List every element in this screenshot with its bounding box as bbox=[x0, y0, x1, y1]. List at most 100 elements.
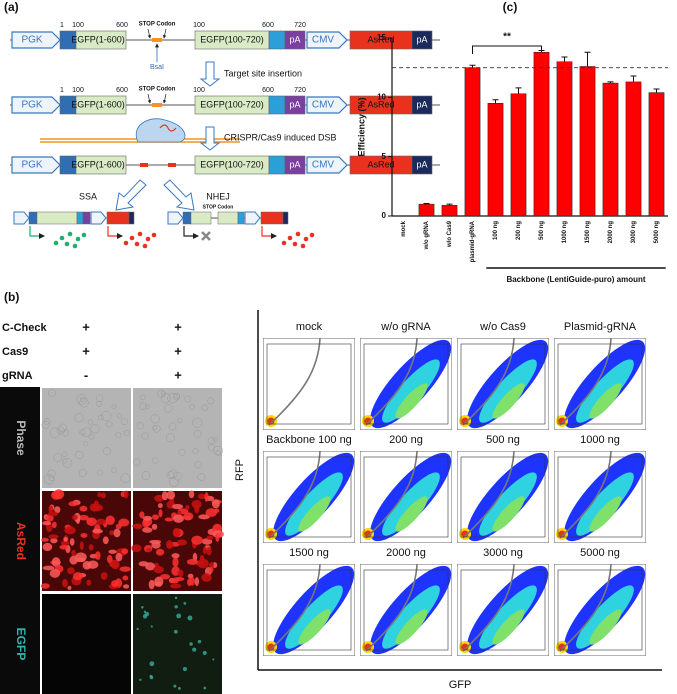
x-tick-label: mock bbox=[401, 220, 407, 236]
panel-label: (b) bbox=[4, 290, 19, 304]
cell bbox=[63, 537, 68, 542]
x-tick-label: 5000 ng bbox=[654, 221, 660, 244]
cell bbox=[164, 404, 173, 413]
flow-plot bbox=[360, 338, 452, 430]
gate bbox=[557, 456, 643, 538]
cell bbox=[62, 458, 73, 468]
cell bbox=[87, 419, 94, 425]
density-high bbox=[492, 383, 525, 419]
density-high bbox=[395, 383, 428, 419]
promoter-label: PGK bbox=[21, 100, 42, 111]
egfp-3prime bbox=[268, 155, 286, 175]
cell bbox=[47, 469, 56, 478]
cell bbox=[150, 414, 160, 424]
cell bbox=[141, 432, 149, 440]
cell bbox=[139, 678, 142, 681]
x-tick-label: w/o Cas9 bbox=[447, 220, 453, 248]
cell bbox=[203, 686, 207, 690]
mini-promoter bbox=[244, 211, 261, 225]
mini-promoter bbox=[167, 211, 184, 225]
mini-box bbox=[82, 211, 91, 225]
cell bbox=[155, 548, 165, 556]
cell bbox=[153, 425, 161, 433]
cell bbox=[90, 424, 100, 434]
mini-box bbox=[260, 211, 284, 225]
cell bbox=[67, 585, 72, 590]
cell bbox=[67, 567, 75, 575]
cell bbox=[152, 457, 159, 464]
gate bbox=[363, 569, 449, 651]
flow-x-label: GFP bbox=[449, 679, 472, 691]
position-label: 600 bbox=[262, 87, 274, 94]
cell bbox=[133, 458, 141, 466]
condition-sign: - bbox=[84, 367, 88, 382]
cell bbox=[173, 471, 182, 481]
bar bbox=[487, 103, 504, 217]
bar bbox=[579, 66, 596, 217]
protein-dot bbox=[59, 235, 65, 241]
density-core bbox=[364, 417, 372, 425]
pa-box-label: pA bbox=[289, 99, 300, 109]
cell bbox=[150, 625, 153, 628]
cell bbox=[105, 515, 115, 525]
cell bbox=[79, 505, 88, 512]
cell bbox=[61, 428, 70, 437]
density-mid bbox=[576, 472, 634, 536]
cell bbox=[48, 534, 59, 539]
condition-sign: + bbox=[82, 343, 90, 358]
protein-dot bbox=[309, 232, 315, 238]
gate-curve bbox=[559, 564, 612, 652]
label-strip bbox=[0, 387, 40, 694]
condition-sign: + bbox=[82, 319, 90, 334]
egfp-c-label: EGFP(100-720) bbox=[200, 159, 264, 169]
cell bbox=[177, 686, 181, 690]
density-core bbox=[461, 417, 469, 425]
expression-arrow bbox=[261, 226, 277, 239]
asred-box-label: AsRed bbox=[367, 99, 394, 109]
cell bbox=[120, 417, 128, 426]
cell bbox=[183, 601, 187, 605]
cell bbox=[48, 475, 55, 482]
protein-dot bbox=[64, 241, 70, 247]
cell bbox=[141, 471, 151, 480]
cell bbox=[56, 426, 65, 435]
cell bbox=[173, 684, 177, 688]
cell bbox=[173, 629, 178, 634]
condition-label: C-Check bbox=[2, 322, 48, 334]
pa-box-label: pA bbox=[416, 159, 427, 169]
flow-plot bbox=[263, 338, 355, 430]
mini-box bbox=[128, 211, 135, 225]
cell bbox=[154, 494, 165, 502]
micrograph bbox=[42, 594, 131, 694]
flow-title: mock bbox=[296, 321, 323, 333]
density-high bbox=[298, 609, 331, 645]
bar bbox=[602, 82, 619, 217]
protein-dot bbox=[137, 231, 143, 237]
promoter-arrow bbox=[306, 96, 348, 114]
cell bbox=[75, 450, 84, 460]
cell bbox=[186, 558, 199, 565]
cell bbox=[201, 404, 209, 412]
x-tick-label: 100 ng bbox=[493, 221, 499, 240]
cell bbox=[81, 427, 91, 438]
cell bbox=[188, 490, 195, 499]
density-core bbox=[558, 417, 566, 425]
nhej-label: NHEJ bbox=[206, 191, 230, 201]
cell bbox=[100, 572, 108, 580]
cell bbox=[45, 514, 54, 522]
cell bbox=[169, 476, 179, 487]
pa-box bbox=[411, 30, 433, 50]
pa-box-label: pA bbox=[416, 99, 427, 109]
cell bbox=[53, 453, 63, 462]
flow-plot bbox=[457, 338, 549, 430]
promoter-label: PGK bbox=[21, 35, 42, 46]
cell bbox=[193, 429, 202, 438]
cell bbox=[201, 573, 212, 582]
cell bbox=[78, 468, 87, 478]
density-mid bbox=[479, 359, 537, 423]
gate-curve bbox=[559, 451, 612, 539]
cell bbox=[42, 565, 55, 571]
background-tint bbox=[133, 594, 222, 694]
cell bbox=[194, 577, 200, 587]
